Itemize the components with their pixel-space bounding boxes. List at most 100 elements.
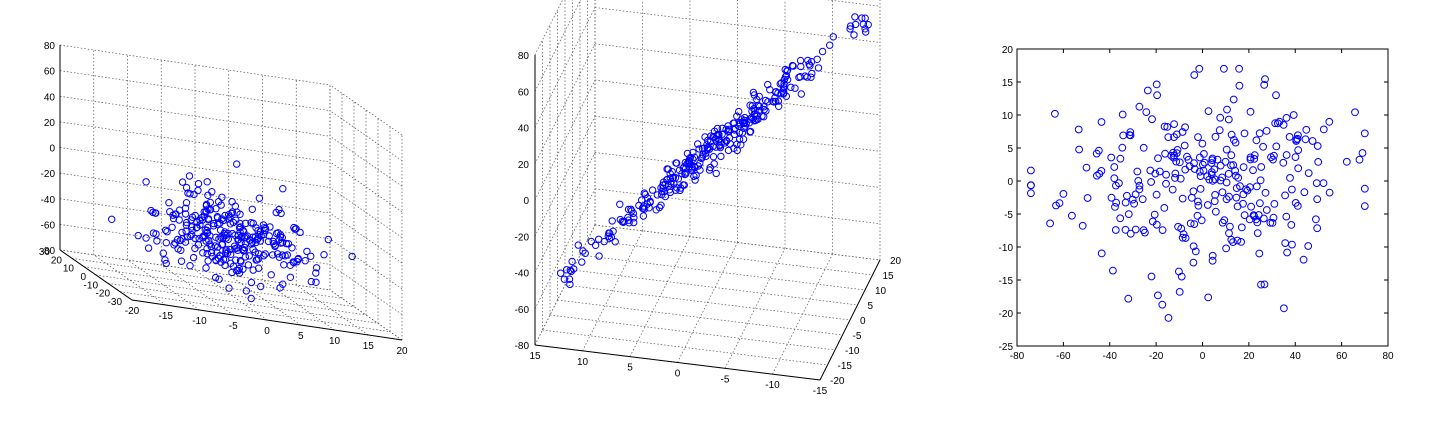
data-point [204, 223, 212, 232]
data-point [574, 241, 582, 249]
grid-line [329, 187, 403, 238]
data-point [1198, 160, 1207, 169]
data-point [1170, 120, 1178, 128]
data-point [1254, 211, 1263, 219]
data-point [320, 251, 328, 259]
data-point [1313, 224, 1322, 233]
data-point [1299, 255, 1308, 264]
data-point [153, 237, 161, 245]
data-point [1224, 115, 1233, 124]
data-point [664, 165, 672, 173]
data-point [688, 165, 696, 173]
data-point [203, 229, 211, 237]
data-point [1161, 149, 1169, 158]
y-tick-label: 20 [51, 255, 63, 266]
data-point [239, 247, 248, 255]
x-tick-label: -20 [125, 306, 140, 317]
data-point [1231, 138, 1240, 147]
grid-line [594, 43, 881, 80]
data-point [1051, 109, 1059, 118]
data-point [1288, 240, 1296, 249]
data-point [674, 175, 682, 183]
data-point [231, 245, 239, 253]
data-point [781, 73, 790, 81]
data-point [1181, 123, 1189, 132]
data-point [1148, 115, 1156, 124]
data-point [222, 231, 230, 240]
plot-frame [1016, 48, 1389, 347]
data-point [252, 256, 260, 264]
data-point [186, 232, 195, 241]
data-point [600, 237, 608, 246]
data-point [147, 206, 155, 215]
data-point [1164, 314, 1173, 322]
data-point [159, 249, 168, 257]
data-point [1175, 288, 1184, 296]
data-point [286, 273, 295, 281]
grid-line [572, 269, 858, 306]
data-point [182, 218, 191, 227]
data-point [242, 287, 251, 295]
data-point [1097, 118, 1106, 126]
data-point [691, 176, 699, 184]
data-point [161, 256, 169, 264]
grid-line [534, 0, 563, 56]
data-point [1351, 108, 1359, 117]
data-point [568, 257, 576, 266]
data-point [661, 180, 669, 189]
data-point [1282, 212, 1291, 221]
data-point [218, 240, 227, 248]
z-tick-label: 20 [44, 118, 56, 129]
data-point [791, 84, 799, 92]
data-point [178, 228, 186, 237]
data-point [283, 251, 291, 259]
data-point [679, 181, 687, 189]
data-point [1208, 251, 1217, 260]
z-tick-label: -80 [515, 341, 530, 352]
data-point [1074, 125, 1083, 134]
data-point [1179, 230, 1188, 239]
x-tick-label: -15 [159, 311, 174, 322]
data-point [169, 214, 178, 223]
data-point [191, 244, 199, 253]
x-tick-label: 0 [675, 369, 681, 380]
data-point [1273, 119, 1282, 128]
data-point [307, 277, 315, 286]
x-tick-label: 40 [1290, 351, 1302, 362]
grid-line [329, 212, 403, 264]
data-point [629, 209, 638, 218]
data-point [255, 250, 263, 258]
data-point [161, 226, 170, 235]
data-point [1250, 151, 1259, 160]
data-point [748, 102, 757, 110]
data-point [846, 22, 855, 30]
data-point [1260, 81, 1269, 89]
data-point [640, 202, 648, 210]
data-point [1150, 210, 1159, 219]
data-point [1163, 123, 1172, 131]
data-point [1143, 86, 1152, 95]
data-point [1308, 137, 1317, 145]
data-point [276, 284, 284, 292]
data-point [1123, 191, 1131, 200]
x-tick-label: 60 [1336, 351, 1348, 362]
data-point [753, 115, 761, 124]
data-point [1138, 195, 1147, 204]
data-point [279, 185, 287, 193]
data-point [1234, 173, 1243, 182]
data-point [850, 31, 858, 39]
data-point [142, 178, 150, 186]
data-point [619, 218, 627, 227]
data-point [1027, 189, 1035, 198]
data-point [251, 248, 260, 256]
data-point [1268, 219, 1277, 227]
y-tick-label: 30 [39, 247, 51, 258]
data-point [163, 228, 171, 236]
data-point [1178, 128, 1187, 136]
data-point [1227, 130, 1236, 139]
data-point [312, 278, 320, 286]
data-point [1247, 202, 1255, 211]
data-point [1232, 184, 1241, 193]
data-point [1250, 155, 1259, 163]
grid-line [534, 188, 596, 309]
